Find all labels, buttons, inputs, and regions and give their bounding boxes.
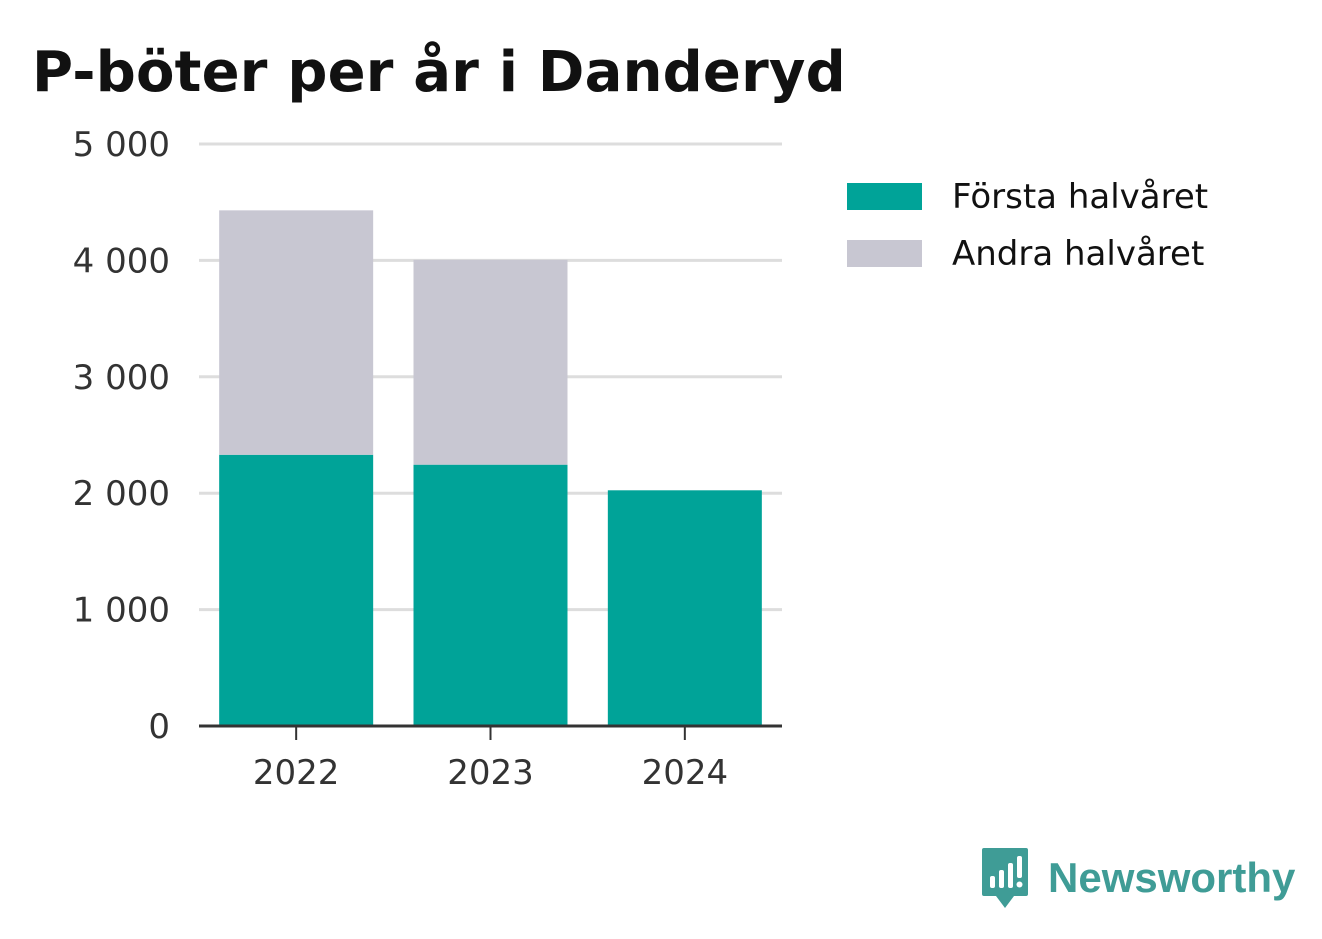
legend-label-second-half: Andra halvåret <box>952 233 1205 274</box>
x-tick-label: 2022 <box>253 753 340 793</box>
legend-item-second-half: Andra halvåret <box>847 225 1208 282</box>
newsworthy-logo-icon <box>982 848 1028 908</box>
chart-legend: Första halvåret Andra halvåret <box>847 168 1208 282</box>
y-tick-label: 4 000 <box>73 241 170 281</box>
x-tick-label: 2023 <box>447 753 534 793</box>
bar-first-half <box>219 454 374 726</box>
bar-first-half <box>413 464 568 726</box>
y-tick-label: 1 000 <box>73 591 170 631</box>
bar-first-half <box>607 490 762 726</box>
legend-swatch-first-half <box>847 183 922 210</box>
legend-label-first-half: Första halvåret <box>952 176 1209 217</box>
y-tick-label: 2 000 <box>73 474 170 514</box>
y-tick-label: 3 000 <box>73 358 170 398</box>
x-tick-label: 2024 <box>642 753 729 793</box>
bar-second-half <box>219 210 374 455</box>
brand-logo: Newsworthy <box>980 846 1295 910</box>
bar-second-half <box>413 259 568 465</box>
legend-swatch-second-half <box>847 240 922 267</box>
y-tick-label: 5 000 <box>73 125 170 165</box>
y-tick-label: 0 <box>148 707 170 747</box>
chart-title: P-böter per år i Danderyd <box>32 40 846 105</box>
legend-item-first-half: Första halvåret <box>847 168 1208 225</box>
brand-name: Newsworthy <box>1048 854 1296 901</box>
